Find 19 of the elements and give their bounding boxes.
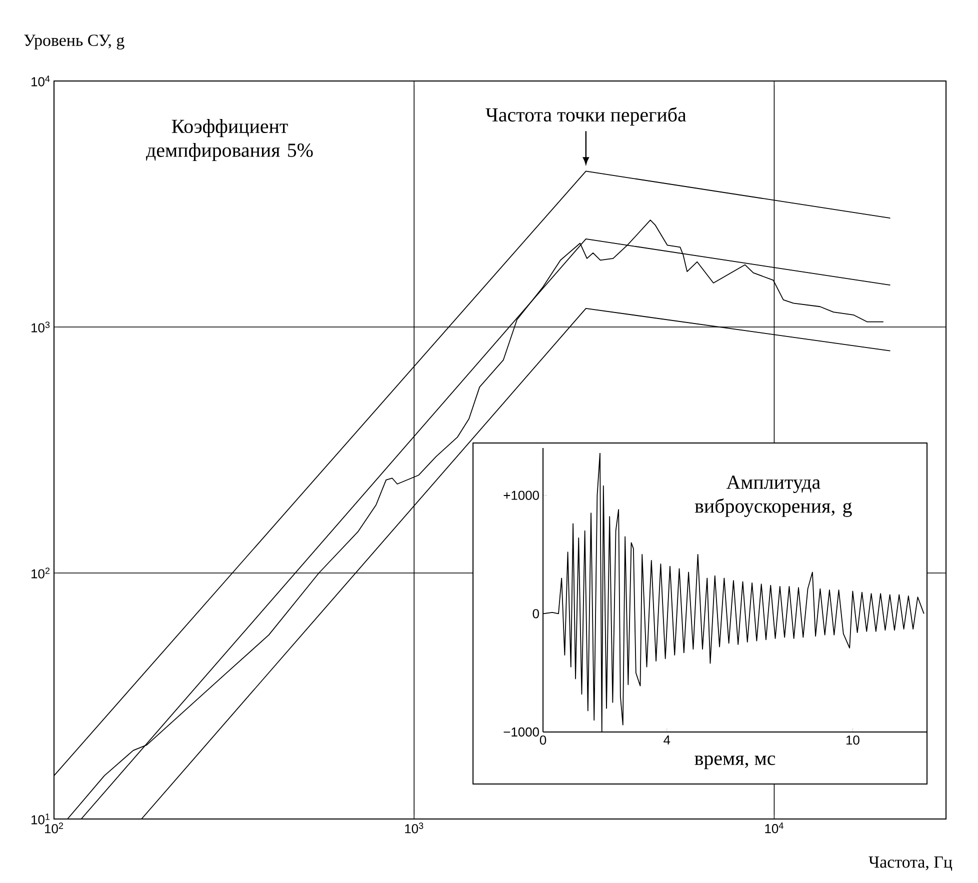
x-axis-title: Частота, Гц [868, 856, 952, 871]
x-tick-label: 4 [664, 736, 670, 744]
x-tick-label: 0 [540, 736, 546, 745]
annotation: Коэффициент демпфирования 5% [146, 119, 313, 162]
x-tick-label: 10$^{2}$ [45, 822, 64, 834]
y-tick-label: +1000 [504, 490, 539, 500]
y-tick-label: 10$^{3}$ [32, 322, 50, 332]
y-axis-title: Амплитуда виброускорения, g [694, 476, 852, 517]
y-tick-label: 10$^{1}$ [32, 814, 50, 824]
y-tick-label: −1000 [504, 727, 539, 737]
y-tick-label: 0 [532, 609, 539, 618]
annotation: Частота точки перегиба [486, 107, 686, 126]
y-axis-title: Уровень СУ, g [24, 34, 124, 50]
y-tick-label: 10$^{4}$ [32, 76, 50, 86]
x-tick-label: 10 [846, 736, 860, 745]
y-tick-label: 10$^{2}$ [32, 568, 50, 578]
x-axis-title: время, мс [694, 756, 776, 770]
x-tick-label: 10$^{4}$ [765, 822, 784, 834]
x-tick-label: 10$^{3}$ [405, 822, 424, 834]
